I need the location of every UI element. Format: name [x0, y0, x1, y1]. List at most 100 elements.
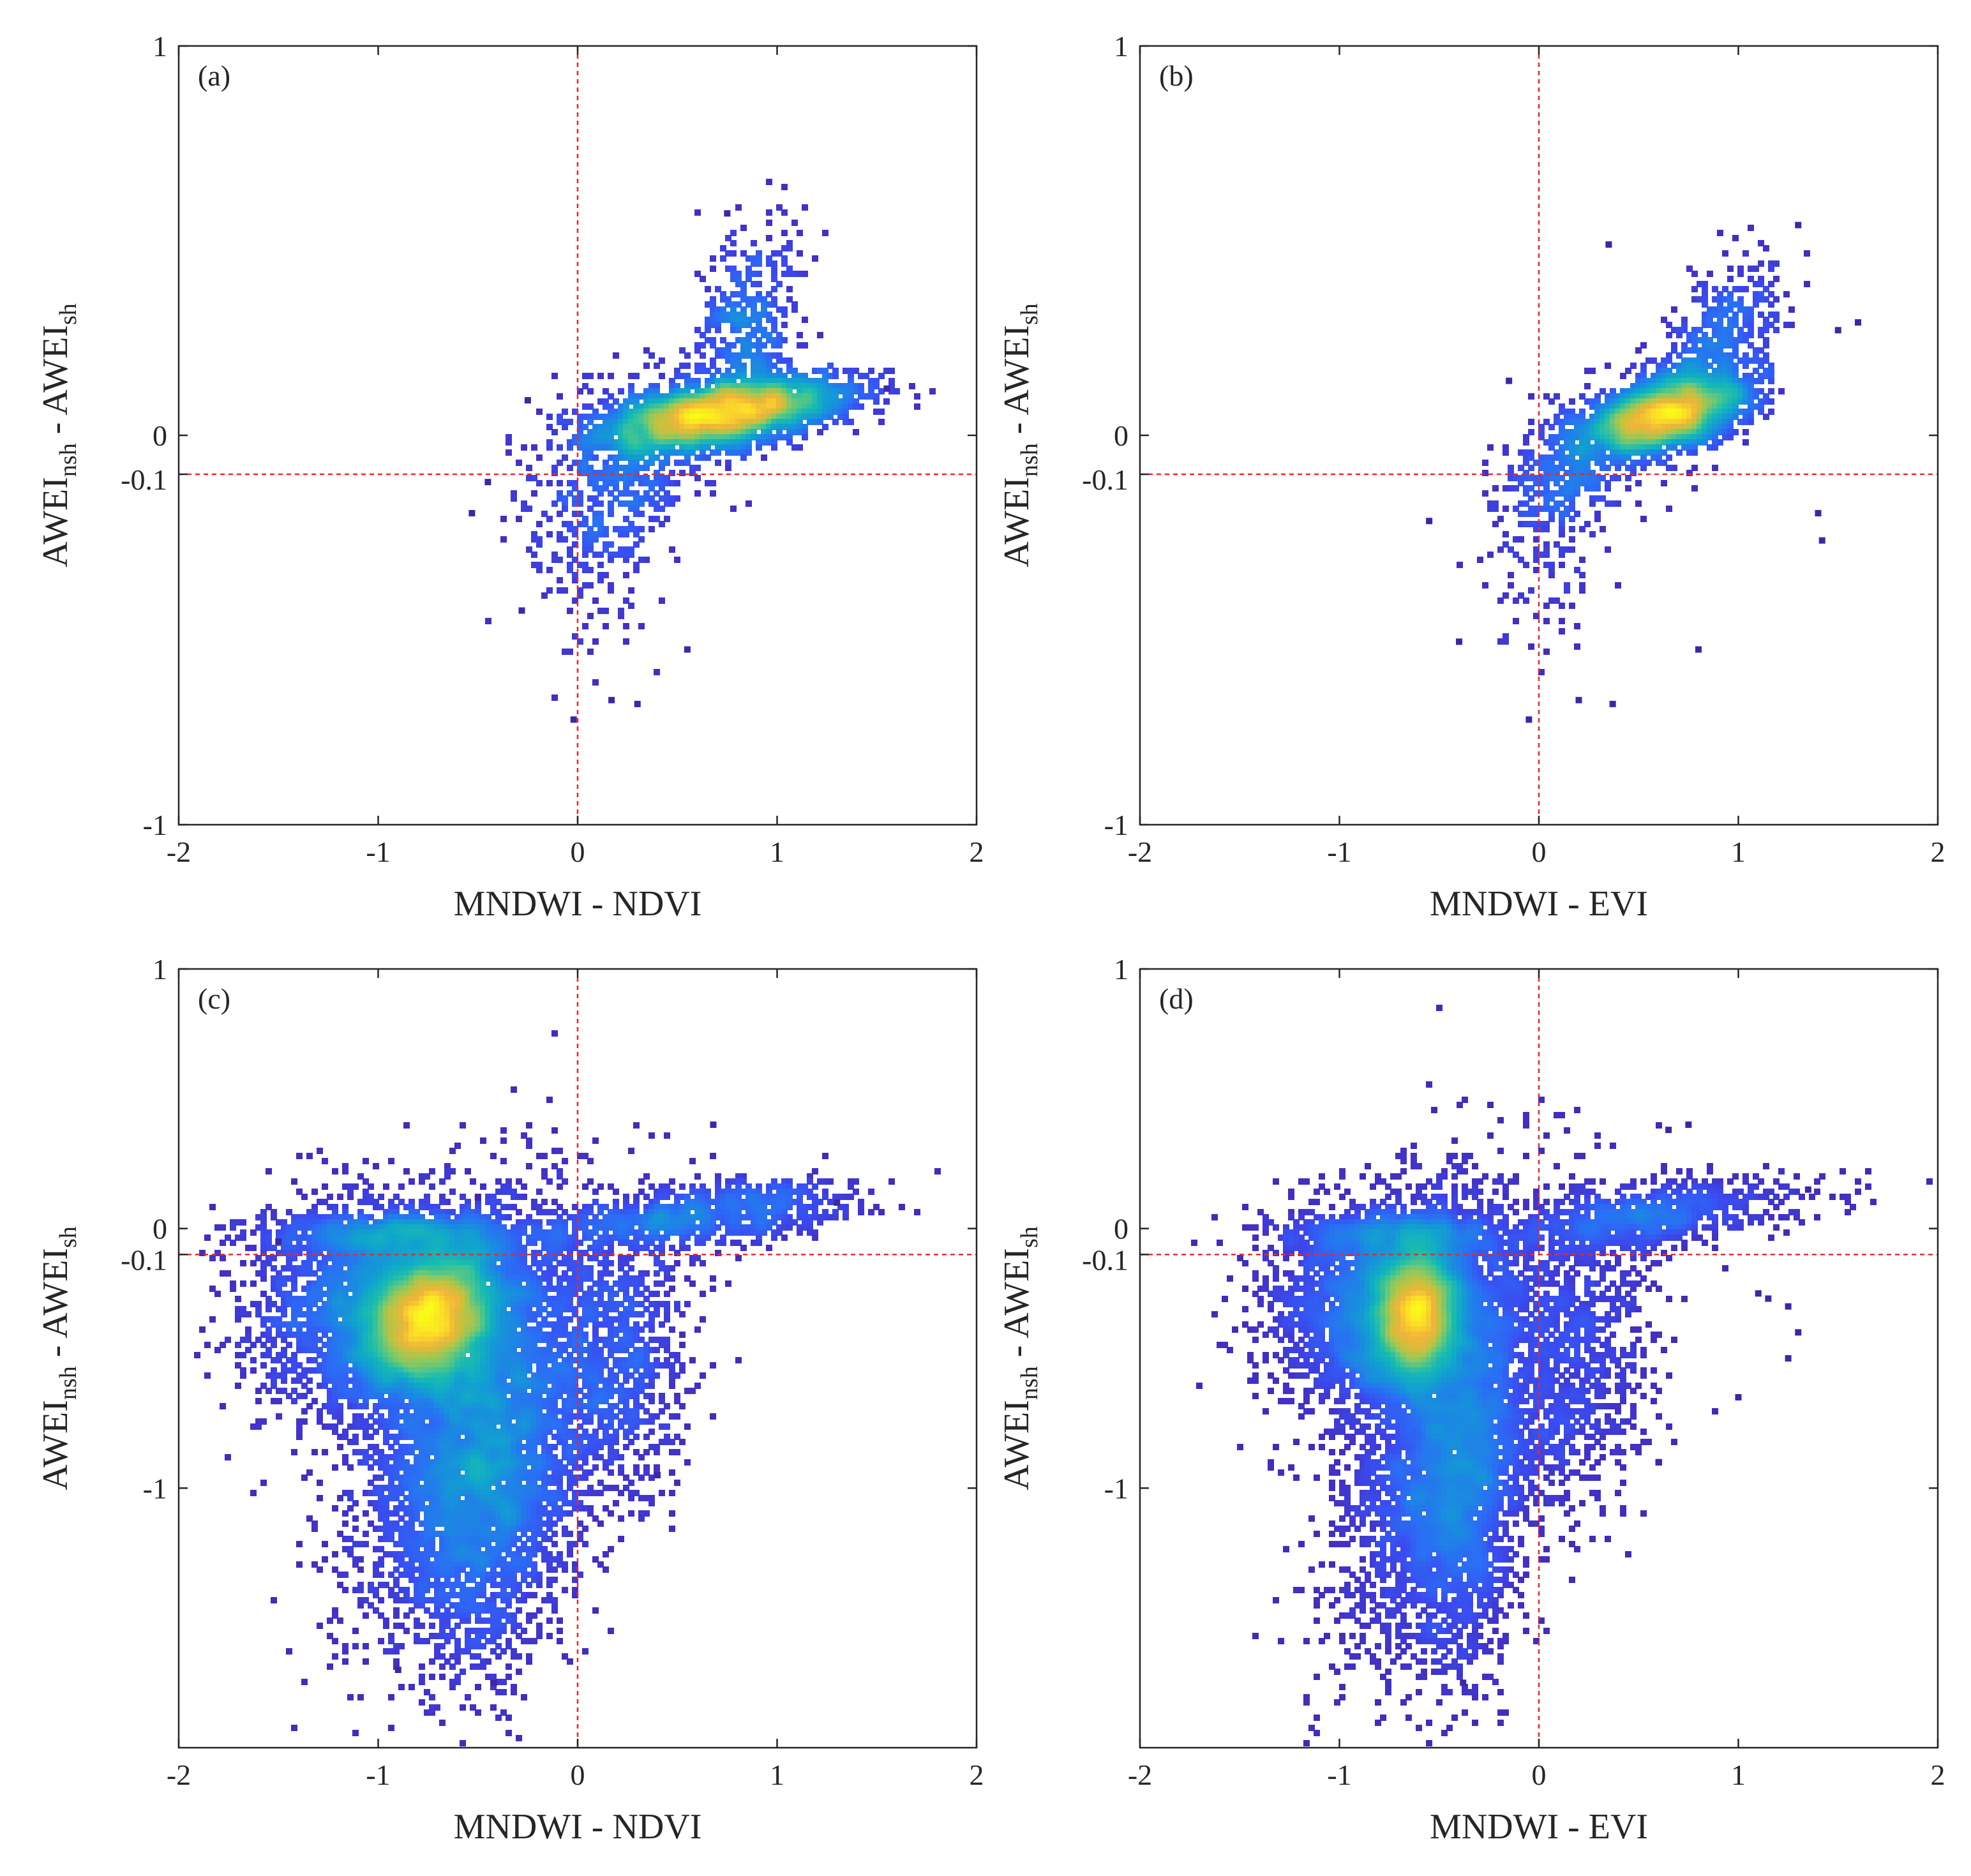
scatter-point [659, 1209, 665, 1215]
scatter-point [342, 1306, 348, 1312]
scatter-point [434, 1219, 440, 1226]
scatter-point [1589, 480, 1596, 486]
scatter-point [689, 1189, 696, 1195]
scatter-point [373, 1332, 379, 1338]
scatter-point [633, 1245, 640, 1251]
scatter-point [786, 383, 793, 389]
scatter-point [485, 1214, 491, 1220]
scatter-point [419, 1229, 425, 1236]
scatter-point [378, 1229, 384, 1236]
scatter-point [710, 357, 716, 364]
scatter-point [1625, 393, 1631, 400]
scatter-point [633, 398, 640, 405]
scatter-point [485, 1316, 491, 1323]
scatter-point [577, 1214, 583, 1220]
scatter-point [802, 1204, 808, 1210]
scatter-point [541, 511, 548, 517]
scatter-point [475, 1209, 481, 1215]
scatter-point [623, 1219, 629, 1226]
scatter-point [628, 454, 634, 461]
scatter-point [1548, 465, 1555, 471]
scatter-point [1737, 383, 1744, 389]
scatter-point [827, 363, 834, 369]
scatter-point [1722, 306, 1728, 313]
scatter-point [485, 1270, 491, 1277]
scatter-point [495, 1291, 502, 1297]
scatter-point [449, 1311, 456, 1317]
scatter-point [648, 1326, 655, 1333]
scatter-point [317, 1326, 323, 1333]
scatter-point [363, 1316, 369, 1323]
scatter-point [516, 516, 522, 522]
scatter-point [592, 1326, 599, 1333]
scatter-point [1651, 434, 1657, 440]
scatter-point [791, 373, 798, 379]
scatter-point [689, 1204, 696, 1210]
scatter-point [562, 419, 568, 425]
scatter-point [766, 388, 772, 394]
scatter-point [572, 1234, 578, 1241]
scatter-point [1742, 388, 1749, 394]
scatter-point [470, 1296, 476, 1302]
scatter-point [735, 311, 742, 318]
scatter-point [577, 1250, 583, 1256]
scatter-point [332, 1342, 338, 1348]
scatter-point [398, 1352, 405, 1358]
scatter-point [454, 1296, 461, 1302]
scatter-point [1717, 291, 1723, 297]
scatter-point [572, 1270, 578, 1277]
scatter-point [817, 429, 823, 435]
scatter-point [429, 1342, 435, 1348]
scatter-point [373, 1316, 379, 1323]
scatter-point [337, 1250, 343, 1256]
scatter-point [1594, 480, 1601, 486]
scatter-point [551, 1270, 558, 1277]
scatter-point [659, 424, 665, 430]
scatter-point [592, 475, 599, 481]
scatter-point [1584, 368, 1591, 374]
scatter-point [536, 1311, 543, 1317]
scatter-point [567, 1301, 573, 1307]
scatter-point [608, 1183, 614, 1190]
scatter-point [735, 322, 742, 328]
scatter-point [577, 1316, 583, 1323]
scatter-point [756, 414, 762, 420]
scatter-point [506, 1255, 512, 1261]
scatter-point [1554, 393, 1560, 400]
scatter-point [352, 1265, 359, 1272]
scatter-point [689, 409, 696, 415]
scatter-point [694, 429, 701, 435]
scatter-point [700, 429, 706, 435]
scatter-point [449, 1306, 456, 1312]
scatter-point [485, 1286, 491, 1292]
scatter-point [613, 444, 619, 451]
scatter-point [1594, 495, 1601, 502]
scatter-point [582, 470, 588, 476]
scatter-point [771, 363, 777, 369]
scatter-point [643, 424, 650, 430]
scatter-point [347, 1234, 354, 1241]
scatter-point [1681, 398, 1688, 405]
scatter-point [454, 1311, 461, 1317]
scatter-point [562, 1332, 568, 1338]
scatter-point [511, 1337, 517, 1343]
scatter-point [393, 1270, 400, 1277]
scatter-point [337, 1214, 343, 1220]
scatter-point [327, 1229, 333, 1236]
scatter-point [638, 480, 645, 486]
scatter-point [592, 454, 599, 461]
scatter-point [434, 1229, 440, 1236]
scatter-point [1575, 696, 1582, 703]
scatter-point [306, 1250, 313, 1256]
scatter-point [623, 1214, 629, 1220]
scatter-point [398, 1296, 405, 1302]
scatter-point [271, 1301, 277, 1307]
scatter-point [511, 1270, 517, 1277]
scatter-point [603, 429, 609, 435]
scatter-point [1528, 485, 1534, 492]
scatter-point [342, 1301, 348, 1307]
scatter-point [822, 1189, 828, 1195]
scatter-point [1625, 434, 1631, 440]
scatter-point [791, 414, 798, 420]
scatter-point [664, 429, 670, 435]
